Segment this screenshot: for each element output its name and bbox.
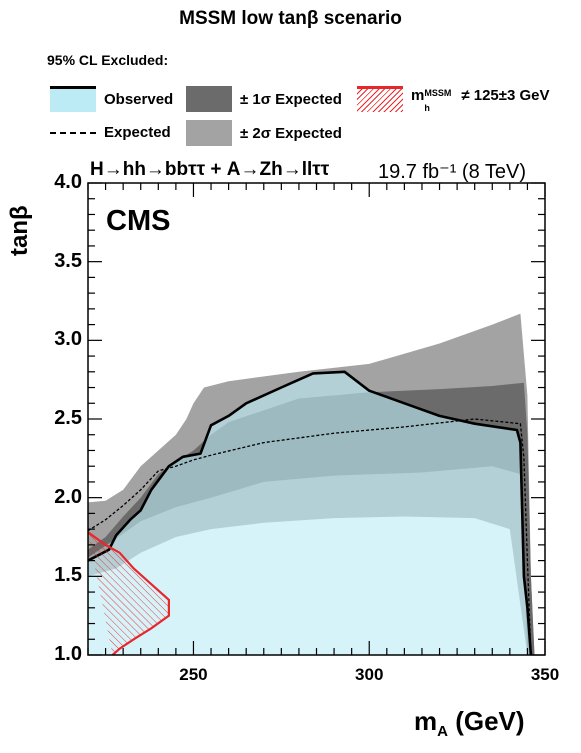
legend-expected: Expected bbox=[50, 124, 171, 141]
x-axis-label: mA (GeV) bbox=[414, 706, 525, 741]
legend-two-sigma: ± 2σ Expected bbox=[186, 120, 342, 146]
luminosity-label: 19.7 fb⁻¹ (8 TeV) bbox=[378, 161, 527, 183]
legend-expected-label: Expected bbox=[104, 124, 171, 141]
expected-line bbox=[88, 418, 532, 655]
y-tick-label: 4.0 bbox=[54, 171, 82, 193]
observed-region bbox=[88, 371, 531, 655]
x-tick-label: 350 bbox=[530, 665, 560, 684]
legend-two-sigma-label: ± 2σ Expected bbox=[240, 124, 342, 142]
experiment-label: CMS bbox=[106, 205, 171, 237]
mh-swatch bbox=[357, 86, 403, 112]
legend-one-sigma: ± 1σ Expected bbox=[186, 86, 342, 112]
y-axis-label: tanβ bbox=[6, 205, 33, 256]
one-sigma-swatch bbox=[186, 86, 232, 112]
y-tick-label: 1.5 bbox=[54, 564, 82, 587]
expected-swatch bbox=[50, 131, 96, 134]
chart-title: MSSM low tanβ scenario bbox=[179, 8, 402, 29]
mh-exclusion-hatch bbox=[88, 532, 169, 655]
plot-content bbox=[88, 313, 535, 655]
y-tick-label: 2.5 bbox=[54, 407, 82, 429]
process-label: H→hh→bbττ + A→Zh→llττ bbox=[90, 159, 330, 180]
x-tick-label: 300 bbox=[355, 665, 384, 684]
y-tick-label: 2.0 bbox=[54, 485, 82, 508]
x-tick-label: 250 bbox=[179, 665, 208, 684]
legend-observed-label: Observed bbox=[104, 90, 174, 108]
observed-swatch bbox=[50, 86, 96, 112]
legend-one-sigma-label: ± 1σ Expected bbox=[240, 90, 342, 108]
observed-line bbox=[88, 370, 533, 655]
mh-exclusion-line bbox=[88, 531, 170, 655]
y-tick-label: 3.5 bbox=[54, 249, 82, 272]
legend-observed: Observed bbox=[50, 86, 173, 112]
legend-header: 95% CL Excluded: bbox=[47, 52, 169, 68]
two-sigma-swatch bbox=[186, 120, 232, 146]
y-tick-label: 3.0 bbox=[54, 328, 82, 351]
y-tick-label: 1.0 bbox=[54, 643, 82, 665]
legend-mh: m MSSM h ≠ 125±3 GeV bbox=[357, 86, 550, 113]
legend-mh-label: m MSSM h ≠ 125±3 GeV bbox=[411, 87, 550, 113]
